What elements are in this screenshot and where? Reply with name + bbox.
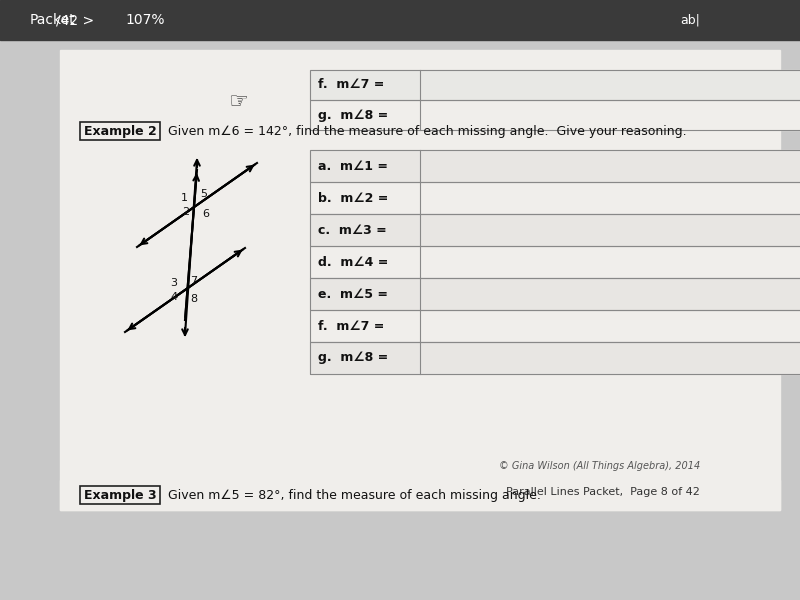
Bar bbox=[60, 480, 780, 510]
Text: Example 3: Example 3 bbox=[84, 488, 156, 502]
Text: 6: 6 bbox=[202, 209, 210, 219]
Text: 2: 2 bbox=[182, 207, 190, 217]
Text: /42 >: /42 > bbox=[56, 13, 94, 27]
Bar bbox=[310, 70, 800, 100]
Bar bbox=[80, 486, 160, 504]
Text: c.  m∠3 =: c. m∠3 = bbox=[318, 223, 386, 236]
Bar bbox=[310, 182, 800, 214]
Text: 3: 3 bbox=[170, 278, 178, 288]
Text: f.  m∠7 =: f. m∠7 = bbox=[318, 79, 384, 91]
Text: ab|: ab| bbox=[680, 13, 700, 26]
Bar bbox=[310, 246, 800, 278]
Bar bbox=[310, 100, 800, 130]
Text: Parallel Lines Packet,  Page 8 of 42: Parallel Lines Packet, Page 8 of 42 bbox=[506, 487, 700, 497]
Text: Given m∠5 = 82°, find the measure of each missing angle.: Given m∠5 = 82°, find the measure of eac… bbox=[168, 488, 541, 502]
Bar bbox=[80, 122, 160, 140]
Text: a.  m∠1 =: a. m∠1 = bbox=[318, 160, 388, 173]
Text: 7: 7 bbox=[190, 276, 198, 286]
Text: f.  m∠7 =: f. m∠7 = bbox=[318, 319, 384, 332]
Text: g.  m∠8 =: g. m∠8 = bbox=[318, 109, 388, 121]
Text: d.  m∠4 =: d. m∠4 = bbox=[318, 256, 388, 269]
Text: b.  m∠2 =: b. m∠2 = bbox=[318, 191, 388, 205]
Bar bbox=[310, 310, 800, 342]
Bar bbox=[310, 214, 800, 246]
Text: Example 2: Example 2 bbox=[84, 124, 156, 137]
Bar bbox=[0, 0, 800, 40]
Bar bbox=[310, 150, 800, 182]
Text: 8: 8 bbox=[190, 294, 198, 304]
Text: 107%: 107% bbox=[126, 13, 165, 27]
Text: e.  m∠5 =: e. m∠5 = bbox=[318, 287, 388, 301]
Text: Packet: Packet bbox=[30, 13, 76, 27]
Bar bbox=[310, 214, 800, 246]
Bar bbox=[310, 342, 800, 374]
Text: Given m∠6 = 142°, find the measure of each missing angle.  Give your reasoning.: Given m∠6 = 142°, find the measure of ea… bbox=[168, 124, 686, 137]
Bar bbox=[310, 100, 800, 130]
Text: © Gina Wilson (All Things Algebra), 2014: © Gina Wilson (All Things Algebra), 2014 bbox=[498, 461, 700, 471]
Bar bbox=[310, 278, 800, 310]
Bar bbox=[310, 310, 800, 342]
Bar bbox=[60, 50, 780, 510]
Text: g.  m∠8 =: g. m∠8 = bbox=[318, 352, 388, 364]
Bar bbox=[310, 70, 800, 100]
Text: ☞: ☞ bbox=[228, 92, 248, 112]
Text: 1: 1 bbox=[181, 193, 187, 203]
Bar bbox=[310, 182, 800, 214]
Text: 4: 4 bbox=[170, 292, 178, 302]
Bar bbox=[310, 150, 800, 182]
Bar bbox=[310, 342, 800, 374]
Bar bbox=[310, 278, 800, 310]
Text: 5: 5 bbox=[201, 189, 207, 199]
Bar bbox=[310, 246, 800, 278]
